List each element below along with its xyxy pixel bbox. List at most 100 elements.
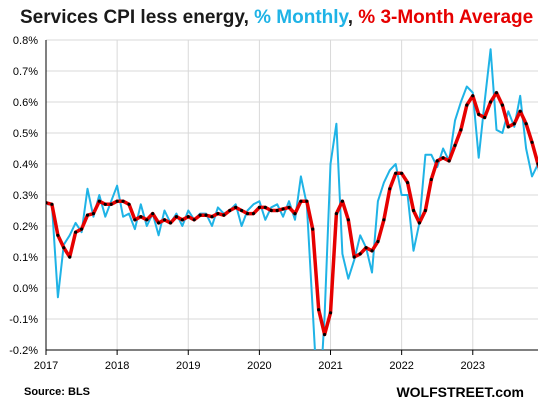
y-tick-label: 0.2% [13, 221, 38, 233]
average-point [293, 212, 297, 216]
average-point [251, 212, 256, 216]
average-point [299, 199, 303, 203]
average-point [281, 207, 285, 211]
average-point [139, 215, 143, 219]
average-point [62, 246, 66, 250]
average-point [423, 208, 427, 213]
chart-title: Services CPI less energy, % Monthly, % 3… [20, 7, 533, 28]
average-point [97, 199, 101, 203]
average-point [263, 205, 267, 209]
y-tick-label: 0.5% [13, 128, 38, 140]
average-point [79, 227, 84, 231]
series-line-3month-average [46, 90, 538, 337]
average-point [305, 199, 309, 203]
y-tick-label: -0.1% [9, 314, 38, 326]
average-point [56, 233, 60, 237]
average-point [334, 212, 339, 216]
average-point [157, 221, 161, 225]
y-tick-label: 0.1% [13, 252, 38, 264]
average-point [388, 187, 392, 191]
average-point [512, 122, 516, 126]
average-point [216, 212, 220, 216]
y-tick-label: 0.7% [13, 66, 38, 78]
average-point [494, 91, 499, 95]
average-point [168, 221, 173, 225]
brand-watermark: WOLFSTREET.com [396, 384, 524, 400]
title-part4: % 3-Month Average [358, 7, 533, 28]
series-markers [46, 91, 538, 337]
average-point [287, 205, 291, 209]
y-tick-labels: -0.2% -0.1% 0.0% 0.1% 0.2% 0.3% 0.4% 0.5% 0.6% 0.… [9, 35, 38, 357]
average-point [222, 213, 226, 217]
average-point [103, 202, 107, 206]
average-point [275, 208, 279, 213]
average-point [68, 255, 72, 259]
average-point [465, 103, 469, 107]
average-point [180, 218, 184, 222]
average-point [322, 332, 327, 337]
average-point [210, 215, 214, 219]
average-point [340, 199, 344, 203]
average-point [429, 177, 433, 182]
y-tick-label: 0.6% [13, 97, 38, 109]
average-point [483, 115, 487, 120]
average-point [411, 208, 416, 213]
average-point [133, 218, 137, 222]
average-point [382, 218, 386, 222]
average-point [127, 202, 131, 206]
source-note: Source: BLS [24, 386, 90, 398]
x-tick-label: 2022 [389, 360, 413, 372]
average-point [240, 208, 244, 213]
x-tick-label: 2020 [247, 360, 271, 372]
series-lines [46, 48, 538, 350]
average-point [477, 112, 481, 116]
x-tick-label: 2018 [105, 360, 129, 372]
average-point [245, 212, 250, 216]
axes [45, 40, 538, 355]
average-point [518, 109, 522, 113]
average-point [109, 202, 113, 206]
average-point [417, 221, 422, 225]
average-point [435, 159, 439, 163]
x-tick-label: 2019 [176, 360, 200, 372]
average-point [524, 122, 528, 126]
average-point [394, 171, 398, 175]
title-part1: Services CPI less energy, [20, 7, 254, 28]
y-tick-label: 0.3% [13, 190, 38, 202]
average-point [145, 218, 149, 222]
average-point [50, 202, 54, 206]
y-tick-label: 0.8% [13, 35, 38, 47]
average-point [204, 213, 208, 217]
average-point [328, 311, 333, 315]
average-point [311, 227, 315, 231]
average-point [459, 128, 463, 132]
average-point [192, 218, 196, 222]
average-point [447, 159, 451, 163]
title-part2: % Monthly [254, 7, 349, 28]
average-point [364, 246, 368, 250]
average-point [441, 156, 445, 160]
y-tick-label: 0.0% [13, 283, 38, 295]
average-point [471, 94, 475, 98]
average-point [370, 249, 374, 253]
x-tick-labels: 2017 2018 2019 2020 2021 2022 2023 [34, 360, 485, 372]
average-point [536, 162, 538, 166]
average-point [162, 218, 167, 222]
average-point [151, 212, 155, 216]
average-point [74, 230, 78, 234]
average-point [186, 215, 190, 219]
average-point [358, 252, 362, 256]
average-point [405, 181, 410, 185]
average-point [257, 205, 261, 209]
average-point [488, 100, 493, 104]
x-tick-label: 2017 [34, 360, 58, 372]
average-point [269, 208, 273, 213]
y-tick-label: 0.4% [13, 159, 38, 171]
title-part3: , [348, 7, 359, 28]
average-point [453, 143, 457, 147]
average-point [400, 171, 404, 175]
average-point [91, 212, 96, 216]
average-point [500, 103, 505, 107]
